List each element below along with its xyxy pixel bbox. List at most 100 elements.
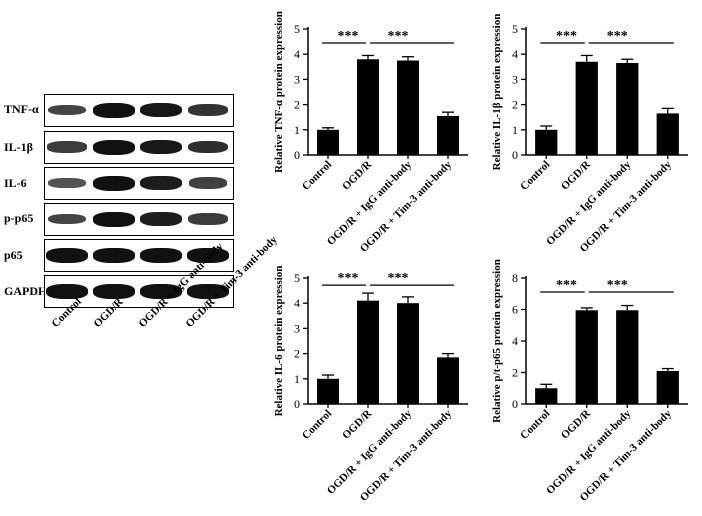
bar [535, 388, 558, 404]
blot-panel [44, 239, 234, 272]
y-tick-label: 2 [294, 347, 300, 361]
blot-label-tnf-alpha: TNF-α [4, 102, 39, 116]
y-tick-label: 5 [294, 271, 300, 285]
y-tick-label: 4 [294, 296, 300, 310]
y-tick-label: 0 [512, 148, 518, 162]
blot-band [47, 141, 87, 153]
blot-band [93, 211, 135, 227]
blot-label-p-p65: p-p65 [4, 211, 34, 225]
blot-band [187, 283, 229, 299]
x-tick-label: Control [300, 159, 334, 193]
blot-band [47, 104, 87, 116]
y-tick-label: 5 [512, 22, 518, 36]
significance-label: *** [338, 271, 359, 286]
blot-band [188, 177, 228, 189]
bar [357, 300, 379, 404]
y-axis-label: Relative IL-1β protein expression [491, 14, 503, 171]
bar [575, 310, 598, 404]
y-axis-label: Relative TNF-α protein expression [273, 11, 285, 173]
blot-band [48, 177, 86, 189]
significance-label: *** [338, 29, 359, 44]
y-tick-label: 1 [512, 123, 518, 137]
bar [575, 61, 598, 156]
bar [535, 129, 558, 155]
bar-chart-il-1beta: 0 1 2 3 4 5 Relative IL-1β protein expression C… [491, 14, 688, 255]
blot-band [93, 283, 135, 299]
bar [616, 310, 639, 404]
y-tick-label: 0 [512, 397, 518, 411]
blot-label-p65: p65 [4, 248, 23, 262]
x-tick-label: OGD/R [559, 407, 594, 442]
blot-band [93, 247, 135, 263]
blot-band [93, 102, 135, 118]
y-tick-label: 1 [294, 123, 300, 137]
x-tick-label: Control [518, 408, 552, 442]
x-tick-label: Control [518, 159, 552, 193]
blot-band [140, 283, 182, 299]
y-tick-label: 0 [294, 148, 300, 162]
y-tick-label: 5 [294, 22, 300, 36]
y-tick-label: 3 [512, 72, 518, 86]
significance-label: *** [556, 278, 577, 293]
bar [616, 63, 639, 155]
bar-chart-p-p65: 0 2 4 6 8 Relative p/t-p65 protein expression… [491, 259, 688, 504]
blot-panel [44, 275, 234, 308]
bar [656, 113, 679, 155]
blot-label-gapdh: GAPDH [4, 284, 48, 298]
blot-band [140, 247, 182, 263]
blot-panel [44, 131, 234, 164]
bar-chart-tnf-alpha: 0 1 2 3 4 5 Relative TNF-α protein expression C… [273, 11, 468, 255]
blot-band [188, 103, 228, 117]
y-tick-label: 6 [512, 303, 518, 317]
y-tick-label: 3 [294, 321, 300, 335]
blot-band [93, 175, 135, 191]
blot-band [140, 102, 182, 118]
blot-panel [44, 167, 234, 200]
blot-band [188, 213, 228, 225]
bar [317, 129, 339, 155]
blot-band [46, 283, 88, 299]
significance-label: *** [388, 29, 409, 44]
significance-label: *** [607, 29, 628, 44]
y-tick-label: 4 [294, 47, 300, 61]
y-tick-label: 2 [512, 98, 518, 112]
y-axis-label: Relative p/t-p65 protein expression [491, 259, 503, 423]
bar [397, 60, 419, 155]
y-tick-label: 3 [294, 72, 300, 86]
blot-band [140, 175, 182, 191]
bar [656, 370, 679, 404]
y-tick-label: 2 [294, 98, 300, 112]
y-tick-label: 0 [294, 397, 300, 411]
bar-chart-il-6: 0 1 2 3 4 5 Relative IL-6 protein expression Co… [273, 266, 468, 504]
blot-band [188, 140, 228, 154]
y-tick-label: 8 [512, 271, 518, 285]
significance-label: *** [607, 278, 628, 293]
x-tick-label: OGD/R [340, 407, 375, 442]
blot-band [46, 247, 88, 263]
y-tick-label: 4 [512, 334, 518, 348]
x-tick-label: Control [300, 408, 334, 442]
y-tick-label: 1 [294, 372, 300, 386]
x-tick-label: OGD/R [559, 158, 594, 193]
bar [397, 303, 419, 404]
y-tick-label: 4 [512, 47, 518, 61]
bar [357, 59, 379, 155]
blot-band [93, 139, 135, 155]
blot-band [187, 247, 229, 263]
y-tick-label: 2 [512, 366, 518, 380]
blot-panel [44, 94, 234, 127]
blot-band [47, 213, 87, 225]
blot-label-il-6: IL-6 [4, 176, 27, 190]
blot-band [140, 139, 182, 155]
bar [437, 115, 459, 155]
y-axis-label: Relative IL-6 protein expression [273, 266, 285, 417]
bar [437, 357, 459, 404]
x-tick-label: OGD/R [340, 158, 375, 193]
blot-panel [44, 203, 234, 236]
blot-label-il-1beta: IL-1β [4, 140, 33, 154]
bar [317, 378, 339, 404]
significance-label: *** [388, 271, 409, 286]
blot-band [140, 211, 182, 227]
